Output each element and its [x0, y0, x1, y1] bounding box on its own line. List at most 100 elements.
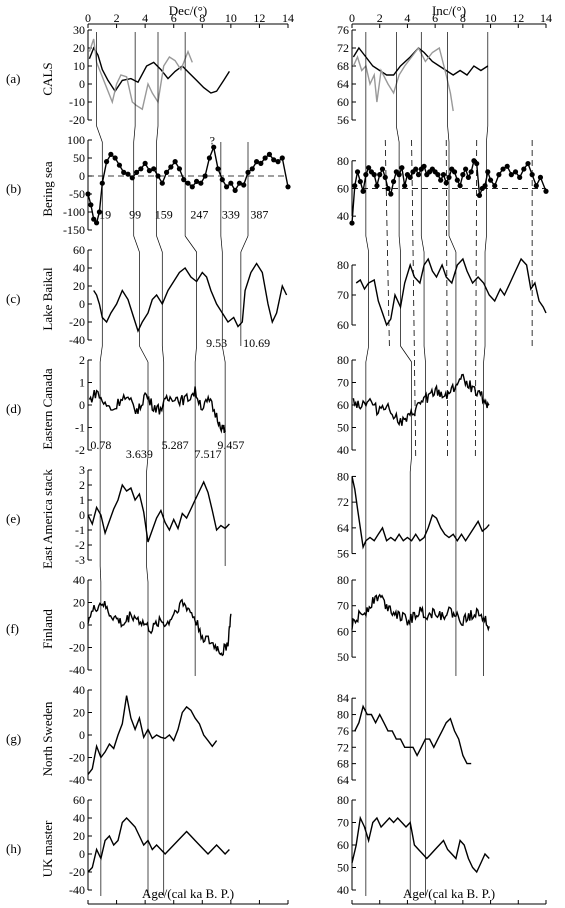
- dec-data-point: [206, 155, 213, 161]
- inc-bottom-tick-label: 8: [460, 906, 466, 908]
- inc-data-point: [476, 192, 483, 198]
- dec-y-tick-label: 40: [73, 811, 85, 825]
- dec-data-point: [198, 180, 204, 186]
- site-label: East America stack: [40, 469, 55, 569]
- dec-data-point: [241, 182, 247, 188]
- inc-y-tick-label: 64: [337, 521, 349, 535]
- dec-series-line: [87, 480, 230, 543]
- inc-correlation-link: [409, 455, 412, 473]
- inc-data-point: [482, 183, 488, 189]
- dec-data-point: [116, 162, 123, 168]
- inc-data-point: [388, 191, 394, 197]
- inc-top-tick-label: 2: [377, 11, 383, 25]
- dec-y-tick-label: 2: [79, 478, 85, 492]
- annotation-label: 99: [129, 207, 141, 221]
- inc-y-tick-label: 76: [337, 724, 349, 738]
- dec-y-tick-label: -3: [75, 553, 85, 567]
- dec-top-tick-label: 10: [225, 11, 237, 25]
- inc-y-tick-label: 72: [337, 740, 349, 754]
- dec-data-point: [202, 173, 208, 179]
- annotation-label: 0.78: [90, 438, 111, 452]
- dec-correlation-link: [221, 345, 226, 363]
- dec-y-tick-label: -2: [75, 538, 85, 552]
- inc-data-point: [415, 172, 422, 178]
- inc-data-point: [460, 172, 466, 178]
- annotation-label: 339: [222, 207, 240, 221]
- annotation-label: 387: [250, 207, 268, 221]
- inc-y-tick-label: 40: [337, 209, 349, 223]
- dec-correlation-link: [99, 345, 103, 363]
- dec-data-point: [142, 160, 148, 166]
- inc-correlation-link: [423, 345, 426, 363]
- dec-bottom-tick-label: 6: [171, 906, 177, 908]
- dec-data-point: [193, 178, 200, 184]
- inc-data-point: [525, 160, 531, 167]
- dec-y-tick-label: 0: [79, 847, 85, 861]
- inc-data-point: [508, 172, 514, 178]
- inc-series-line: [352, 46, 454, 112]
- annotation-label: 5.287: [162, 438, 189, 452]
- site-label: UK master: [40, 820, 55, 877]
- dec-y-tick-label: 20: [73, 829, 85, 843]
- panel-letter: (e): [6, 511, 20, 526]
- inc-bottom-tick-label: 14: [540, 906, 552, 908]
- dec-data-point: [176, 166, 183, 172]
- dec-correlation-link: [161, 345, 165, 363]
- inc-data-point: [454, 177, 460, 183]
- dec-data-point: [232, 187, 238, 193]
- inc-y-tick-label: 84: [337, 691, 349, 705]
- dec-top-tick-label: 4: [142, 11, 148, 25]
- inc-data-point: [382, 174, 388, 180]
- inc-data-point: [487, 177, 494, 183]
- dec-data-point: [262, 155, 268, 161]
- dec-y-tick-label: 2: [79, 353, 85, 367]
- dec-data-point: [223, 184, 230, 190]
- dec-y-tick-label: 1: [79, 376, 85, 390]
- dec-y-tick-label: 3: [79, 463, 85, 477]
- inc-top-tick-label: 0: [349, 11, 355, 25]
- inc-data-point: [440, 172, 447, 178]
- dec-y-tick-label: -40: [69, 883, 85, 897]
- inc-y-tick-label: 60: [337, 398, 349, 412]
- panel-letter: (a): [6, 71, 20, 86]
- dec-y-tick-label: -20: [69, 315, 85, 329]
- inc-y-tick-label: 64: [337, 773, 349, 787]
- inc-data-point: [421, 163, 427, 169]
- dec-y-tick-label: -50: [69, 187, 85, 201]
- inc-data-point: [457, 183, 463, 189]
- dec-y-tick-label: -20: [69, 113, 85, 127]
- dec-correlation-link: [240, 235, 249, 253]
- dec-y-tick-label: 20: [73, 706, 85, 720]
- annotation-label: 9.53: [206, 336, 227, 350]
- inc-correlation-link: [398, 235, 401, 253]
- inc-data-point: [399, 165, 405, 171]
- inc-y-tick-label: 70: [337, 599, 349, 613]
- inc-y-tick-label: 40: [337, 443, 349, 457]
- inc-correlation-link: [395, 125, 400, 143]
- inc-y-tick-label: 50: [337, 650, 349, 664]
- dec-data-point: [168, 164, 174, 170]
- dec-y-tick-label: -2: [75, 443, 85, 457]
- inc-y-tick-label: 80: [337, 793, 349, 807]
- dec-correlation-link: [99, 565, 102, 583]
- inc-bottom-label: Age/(cal ka B. P.): [403, 886, 495, 901]
- inc-y-tick-label: 68: [337, 757, 349, 771]
- dec-correlation-link: [133, 125, 136, 143]
- inc-correlation-link: [365, 235, 369, 253]
- dec-bottom-tick-label: 2: [114, 906, 120, 908]
- dec-data-point: [236, 180, 243, 186]
- dec-y-tick-label: -20: [69, 865, 85, 879]
- inc-y-tick-label: 56: [337, 547, 349, 561]
- dec-correlation-link: [139, 345, 149, 363]
- dec-correlation-link: [146, 565, 149, 583]
- dec-y-tick-label: -20: [69, 751, 85, 765]
- inc-data-point: [521, 166, 527, 172]
- dec-top-label: Dec/(°): [169, 3, 207, 18]
- dec-bottom-tick-label: 10: [225, 906, 237, 908]
- dec-series-line: [93, 262, 288, 333]
- dec-y-tick-label: -40: [69, 773, 85, 787]
- inc-data-point: [435, 172, 441, 178]
- dec-y-tick-label: -1: [75, 421, 85, 435]
- inc-top-tick-label: 14: [540, 11, 552, 25]
